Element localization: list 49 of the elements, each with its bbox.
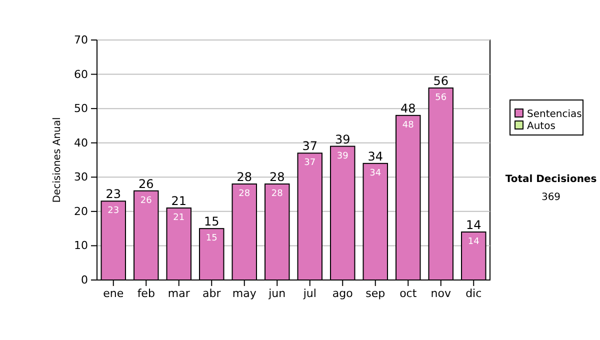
data-label: 48	[402, 120, 414, 130]
total-label: 28	[269, 170, 285, 184]
x-tick-label: jul	[302, 286, 316, 300]
text: 369	[541, 192, 561, 203]
x-tick-label: ene	[103, 286, 124, 300]
data-label: 26	[140, 196, 152, 206]
total-label: 34	[368, 149, 384, 164]
x-tick-label: jun	[268, 286, 286, 300]
data-label: 23	[108, 206, 120, 216]
x-tick-label: sep	[366, 286, 386, 300]
data-label: 28	[271, 189, 284, 199]
total-label: 37	[302, 139, 318, 154]
legend-label: Sentencias	[527, 109, 582, 120]
y-tick-label: 30	[74, 170, 88, 184]
y-tick-label: 70	[74, 34, 88, 47]
total-label: 14	[466, 218, 482, 232]
legend-label: Autos	[527, 121, 556, 132]
total-label: 48	[400, 101, 416, 116]
y-tick-label: 50	[74, 102, 88, 116]
x-tick-label: ago	[332, 286, 354, 300]
x-tick-label: nov	[430, 286, 452, 300]
total-label: 23	[106, 187, 122, 202]
x-tick-label: mar	[168, 286, 190, 300]
x-tick-label: abr	[202, 286, 222, 300]
total-label: 56	[433, 74, 449, 88]
data-label: 15	[206, 234, 218, 244]
data-label: 21	[173, 213, 185, 223]
data-label: 56	[435, 93, 447, 103]
y-tick-label: 20	[74, 204, 88, 218]
y-tick-label: 0	[81, 274, 88, 287]
data-label: 34	[370, 168, 382, 178]
total-label: 21	[171, 194, 187, 208]
data-label: 14	[468, 237, 480, 247]
y-axis-title: Decisiones Anual	[52, 117, 63, 203]
x-tick-label: feb	[137, 286, 155, 300]
data-label: 28	[238, 189, 250, 199]
text: Total Decisiones	[505, 174, 597, 185]
data-label: 37	[304, 158, 316, 168]
total-label: 28	[236, 170, 252, 184]
x-tick-label: may	[232, 286, 257, 300]
total-label: 26	[138, 176, 154, 191]
total-label: 15	[204, 214, 220, 229]
total-label: 39	[334, 132, 350, 146]
data-label: 39	[336, 151, 349, 162]
x-tick-label: oct	[400, 286, 418, 300]
y-tick-label: 10	[74, 239, 88, 252]
y-tick-label: 60	[74, 68, 88, 81]
x-tick-label: dic	[466, 286, 482, 300]
y-tick-label: 40	[74, 136, 88, 150]
